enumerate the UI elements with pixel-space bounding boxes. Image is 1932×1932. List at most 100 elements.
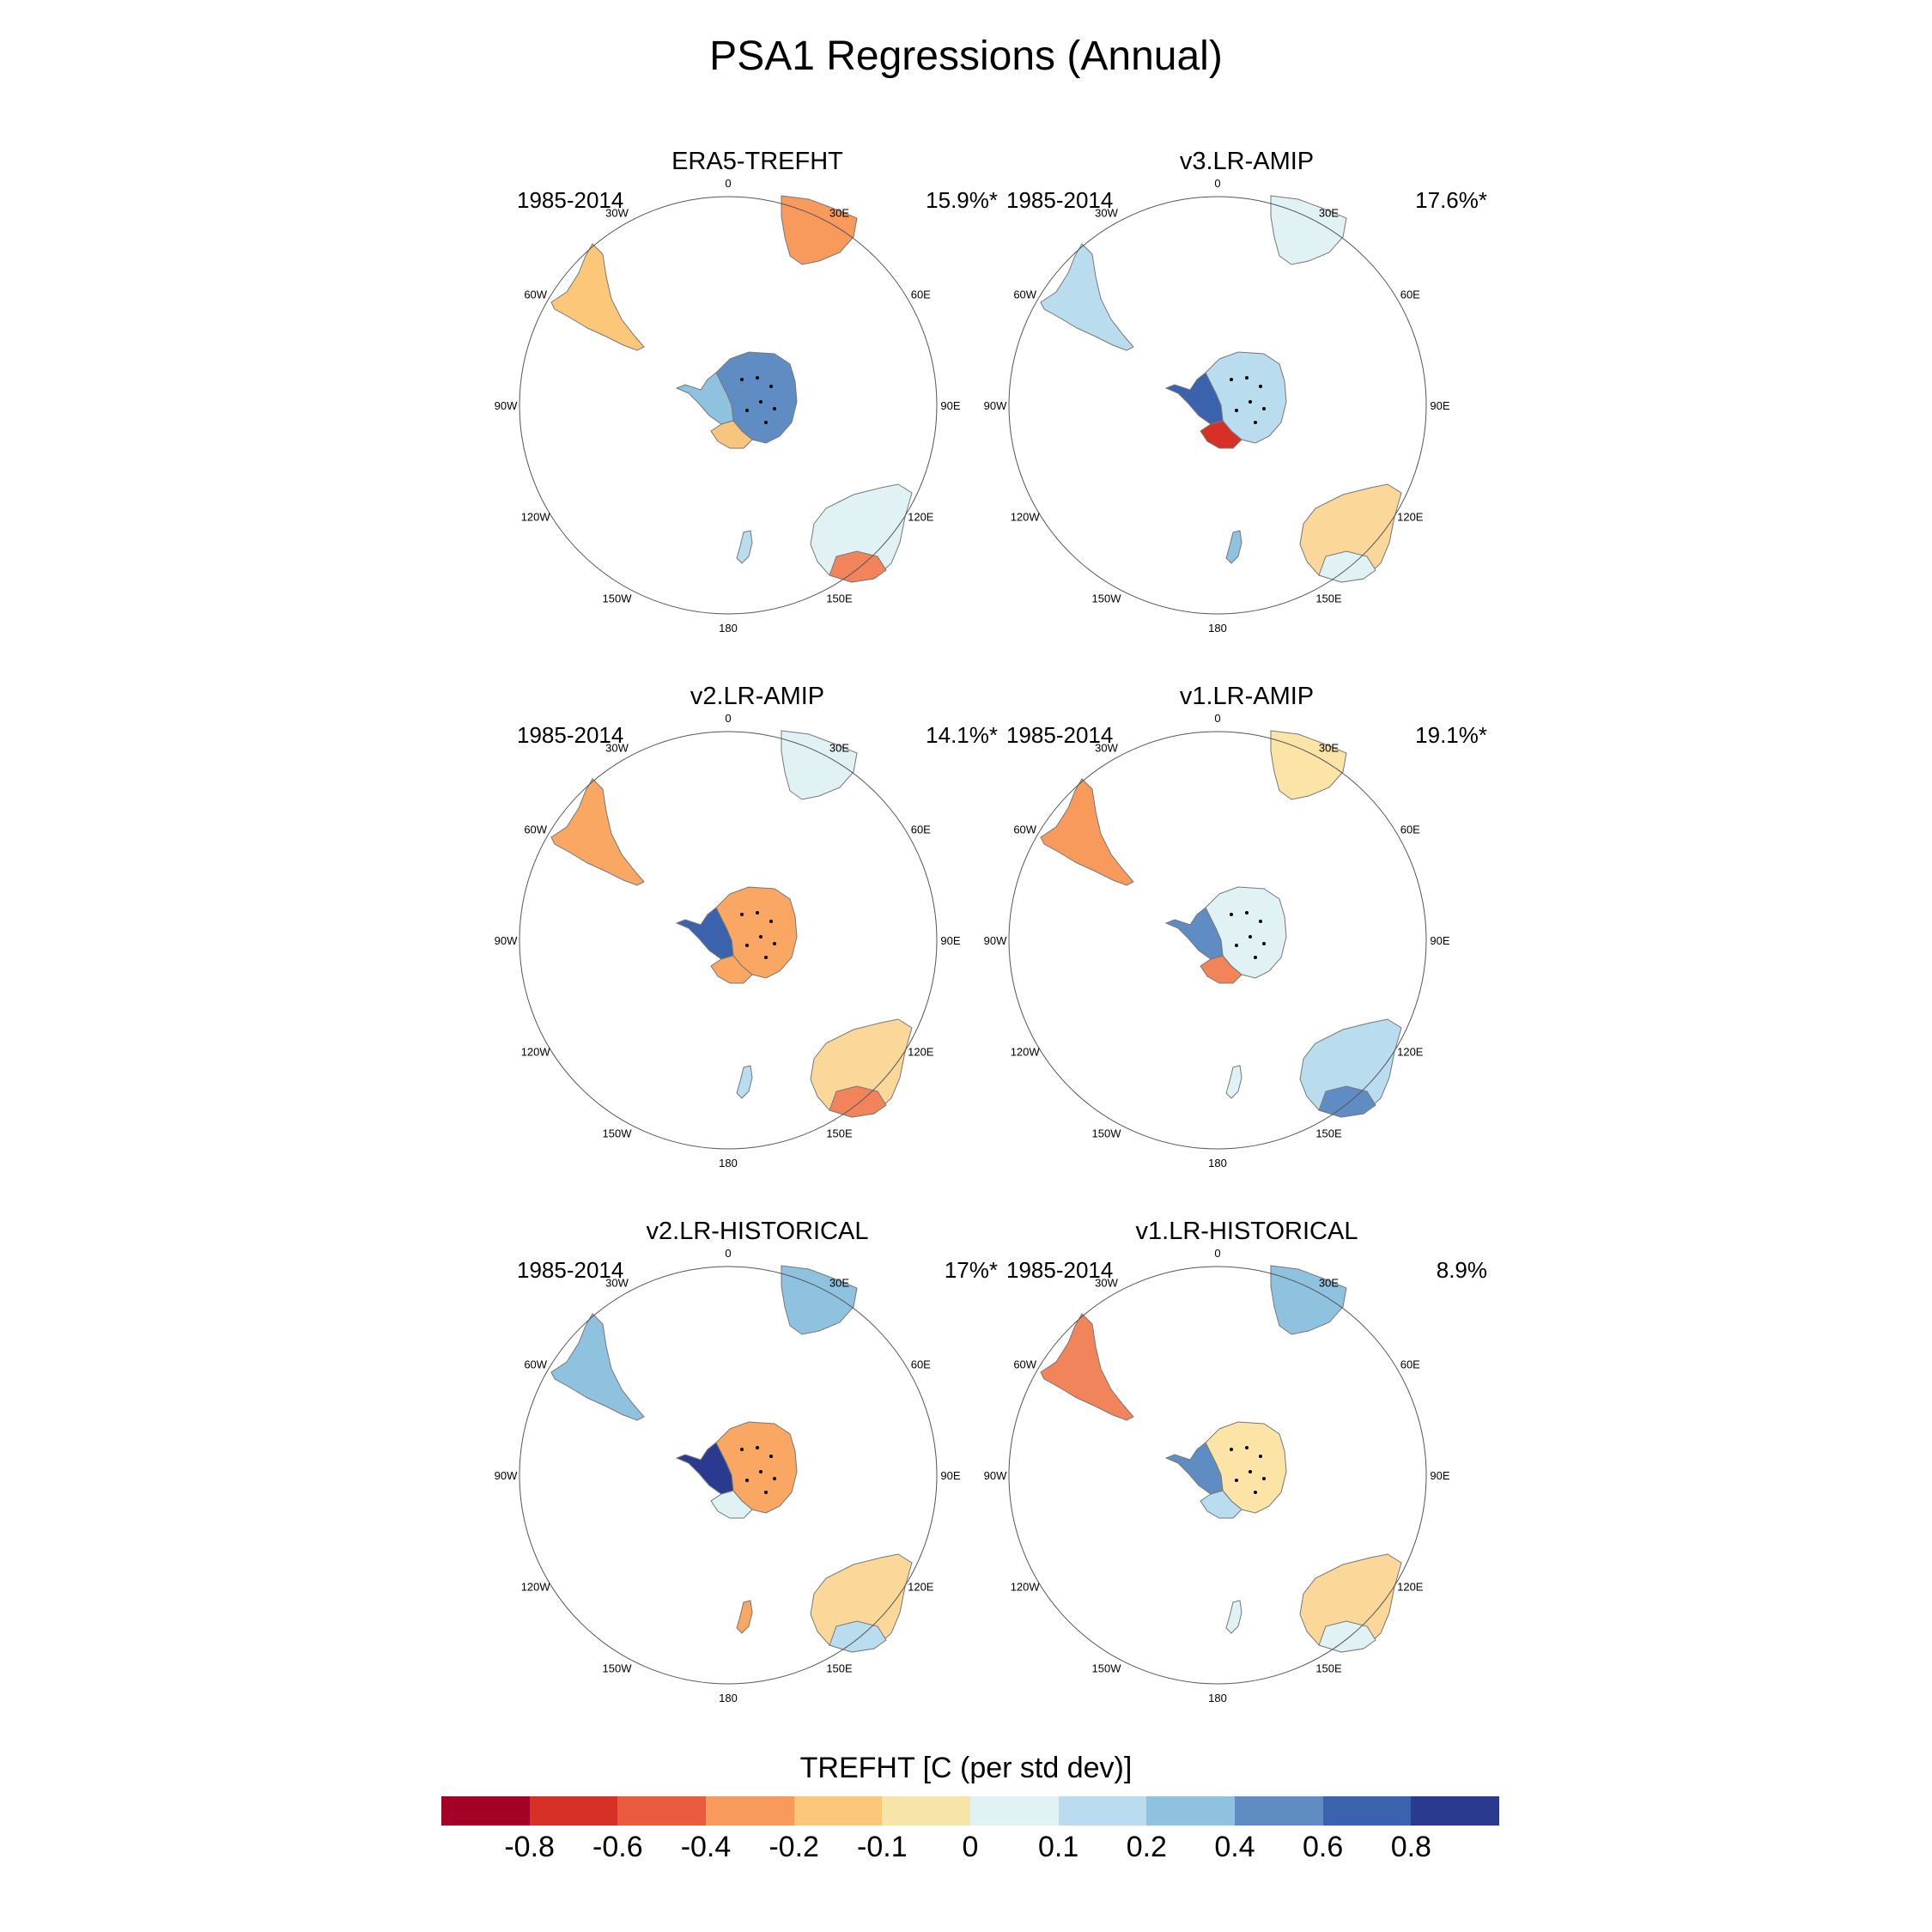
map-panel: v3.LR-AMIP 1985-2014 17.6%* 0 30E 60E 90E 120E 1… (984, 148, 1487, 663)
significance-dot (759, 1470, 762, 1473)
land-sam (1040, 778, 1134, 886)
polar-map: 0 30E 60E 90E 120E 150E 180 150W 120W 90W 60W 30W (984, 712, 1450, 1170)
significance-dot (745, 1479, 749, 1482)
significance-dot (756, 911, 759, 914)
significance-dot (1245, 911, 1249, 914)
land-ant-tip (710, 420, 753, 449)
significance-dot (1259, 1455, 1262, 1458)
colorbar-tick-label: -0.1 (857, 1831, 908, 1863)
longitude-label: 90E (1430, 934, 1449, 947)
map-boundary (1008, 1266, 1427, 1685)
longitude-label: 0 (1214, 1247, 1220, 1260)
land-aus-se (829, 1620, 887, 1653)
land-ant-tip (1200, 1490, 1242, 1519)
longitude-label: 120E (908, 511, 934, 524)
significance-dot (759, 400, 762, 404)
significance-dot (1235, 409, 1238, 412)
colorbar-box (1322, 1796, 1412, 1826)
polar-map: 0 30E 60E 90E 120E 150E 180 150W 120W 90W 60W 30W (984, 1247, 1450, 1704)
panel-title: v2.LR-HISTORICAL (646, 1218, 869, 1245)
land-sam (550, 243, 645, 351)
colorbar-tick-label: 0.6 (1303, 1831, 1344, 1863)
map-panel: ERA5-TREFHT 1985-2014 15.9%* 0 30E 60E 90E 120E… (495, 148, 998, 663)
land-africa (1270, 730, 1347, 800)
land-sam (1040, 1313, 1134, 1421)
land-nz (1225, 530, 1242, 564)
significance-dot (1249, 1470, 1252, 1473)
longitude-label: 30E (829, 742, 849, 755)
longitude-label: 60E (911, 1358, 931, 1371)
longitude-label: 90E (940, 1469, 960, 1482)
colorbar-tick-label: 0 (962, 1831, 979, 1863)
longitude-label: 120W (521, 1046, 551, 1059)
significance-dot (1245, 376, 1249, 380)
longitude-label: 120E (908, 1046, 934, 1059)
land-aus-se (829, 550, 887, 583)
colorbar-tick-label: -0.2 (769, 1831, 819, 1863)
longitude-label: 150E (1315, 1662, 1342, 1674)
longitude-label: 120W (1011, 1581, 1041, 1594)
longitude-label: 30E (1319, 742, 1339, 755)
longitude-label: 90W (984, 1469, 1007, 1482)
longitude-label: 90E (1430, 1469, 1449, 1482)
panel-percent: 14.1%* (926, 722, 998, 748)
significance-dot (1235, 1479, 1238, 1482)
longitude-label: 0 (1214, 712, 1220, 725)
longitude-label: 90W (984, 399, 1007, 412)
longitude-label: 180 (719, 1157, 738, 1170)
longitude-label: 120E (908, 1581, 934, 1594)
land-ant-tip (1200, 420, 1242, 449)
significance-dot (1245, 1446, 1249, 1449)
longitude-label: 30W (605, 1277, 629, 1290)
significance-dot (1254, 1491, 1257, 1494)
panel-title: ERA5-TREFHT (671, 148, 843, 175)
significance-dot (756, 1446, 759, 1449)
significance-dot (740, 1448, 744, 1451)
longitude-label: 180 (719, 1692, 738, 1704)
land-africa (781, 195, 858, 265)
longitude-label: 60W (1013, 289, 1036, 301)
land-nz (1225, 1065, 1242, 1099)
colorbar (441, 1796, 1500, 1826)
figure-title: PSA1 Regressions (Annual) (709, 33, 1223, 79)
land-sam (550, 1313, 645, 1421)
longitude-label: 0 (725, 712, 731, 725)
significance-dot (1259, 920, 1262, 923)
longitude-label: 30E (829, 207, 849, 220)
significance-dot (1262, 942, 1266, 945)
land-nz (736, 530, 753, 564)
colorbar-tick-label: -0.6 (592, 1831, 643, 1863)
colorbar-tick-label: -0.8 (504, 1831, 555, 1863)
panel-title: v3.LR-AMIP (1179, 148, 1315, 175)
longitude-label: 180 (1208, 1692, 1227, 1704)
panel-percent: 17%* (944, 1257, 998, 1283)
map-boundary (519, 731, 938, 1150)
longitude-label: 90E (940, 399, 960, 412)
panel-percent: 17.6%* (1415, 187, 1487, 213)
longitude-label: 150W (1092, 592, 1122, 605)
longitude-label: 0 (1214, 177, 1220, 190)
colorbar-box (1235, 1796, 1323, 1826)
significance-dot (1249, 935, 1252, 939)
longitude-label: 120W (1011, 1046, 1041, 1059)
significance-dot (764, 1491, 768, 1494)
longitude-label: 0 (725, 1247, 731, 1260)
significance-dot (1249, 400, 1252, 404)
significance-dot (740, 913, 744, 916)
longitude-label: 60E (1400, 823, 1420, 836)
longitude-label: 60E (911, 289, 931, 301)
longitude-label: 60E (911, 823, 931, 836)
longitude-label: 30W (605, 742, 629, 755)
longitude-label: 150W (603, 592, 633, 605)
colorbar-box (441, 1796, 530, 1826)
polar-map: 0 30E 60E 90E 120E 150E 180 150W 120W 90W 60W 30W (984, 177, 1450, 635)
colorbar-tick-label: 0.8 (1390, 1831, 1431, 1863)
panel-period: 1985-2014 (1006, 1257, 1114, 1283)
map-boundary (1008, 731, 1427, 1150)
longitude-label: 60E (1400, 1358, 1420, 1371)
significance-dot (740, 378, 744, 381)
longitude-label: 30E (1319, 1277, 1339, 1290)
longitude-label: 60W (524, 1358, 547, 1371)
significance-dot (769, 920, 773, 923)
significance-dot (745, 944, 749, 947)
